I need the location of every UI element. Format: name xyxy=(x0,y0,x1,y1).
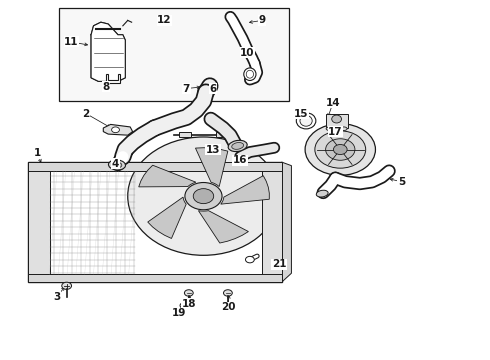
Bar xyxy=(27,274,282,282)
Text: 10: 10 xyxy=(240,48,255,58)
Text: 11: 11 xyxy=(64,37,79,47)
Bar xyxy=(326,114,347,128)
Circle shape xyxy=(326,139,355,160)
Ellipse shape xyxy=(232,143,244,149)
Circle shape xyxy=(245,256,254,263)
Ellipse shape xyxy=(228,140,247,152)
Circle shape xyxy=(223,290,232,296)
Text: 7: 7 xyxy=(183,84,190,94)
Circle shape xyxy=(180,303,188,309)
Circle shape xyxy=(112,127,120,133)
Text: 16: 16 xyxy=(233,155,247,165)
Text: 2: 2 xyxy=(83,109,90,119)
Text: 14: 14 xyxy=(326,98,340,108)
Ellipse shape xyxy=(316,190,328,197)
Text: 3: 3 xyxy=(53,292,60,302)
Polygon shape xyxy=(139,165,196,187)
Polygon shape xyxy=(282,162,292,282)
Bar xyxy=(27,162,49,282)
Polygon shape xyxy=(196,148,228,186)
Polygon shape xyxy=(103,125,133,135)
Ellipse shape xyxy=(128,137,279,255)
Ellipse shape xyxy=(300,116,312,126)
Polygon shape xyxy=(106,74,121,83)
Text: 1: 1 xyxy=(34,148,41,158)
Circle shape xyxy=(315,131,366,168)
Bar xyxy=(27,162,282,282)
Polygon shape xyxy=(198,211,248,243)
Ellipse shape xyxy=(112,162,122,168)
Polygon shape xyxy=(220,176,270,204)
Text: 4: 4 xyxy=(112,159,119,169)
Circle shape xyxy=(305,124,375,175)
Text: 13: 13 xyxy=(206,144,220,154)
Text: 9: 9 xyxy=(259,15,266,26)
Text: 17: 17 xyxy=(328,127,343,136)
Bar xyxy=(59,8,289,101)
Ellipse shape xyxy=(244,68,256,81)
Text: 8: 8 xyxy=(102,82,109,92)
Ellipse shape xyxy=(108,160,125,170)
Text: 6: 6 xyxy=(210,84,217,94)
Text: 18: 18 xyxy=(182,299,196,309)
Ellipse shape xyxy=(340,127,347,131)
Circle shape xyxy=(333,144,347,154)
Text: 21: 21 xyxy=(272,259,287,269)
Text: 20: 20 xyxy=(220,302,235,312)
Circle shape xyxy=(193,189,214,204)
Circle shape xyxy=(184,290,193,296)
Polygon shape xyxy=(147,197,186,238)
Bar xyxy=(262,162,282,282)
Circle shape xyxy=(62,282,72,289)
Bar xyxy=(27,162,282,171)
Text: 15: 15 xyxy=(294,109,308,119)
Text: 12: 12 xyxy=(157,15,171,26)
Bar xyxy=(179,132,191,137)
Text: 19: 19 xyxy=(172,309,186,318)
Polygon shape xyxy=(91,22,125,81)
Ellipse shape xyxy=(332,115,342,123)
Ellipse shape xyxy=(296,113,316,129)
Circle shape xyxy=(185,183,222,210)
Bar xyxy=(216,132,228,137)
Ellipse shape xyxy=(326,127,333,131)
Text: 5: 5 xyxy=(398,177,405,187)
